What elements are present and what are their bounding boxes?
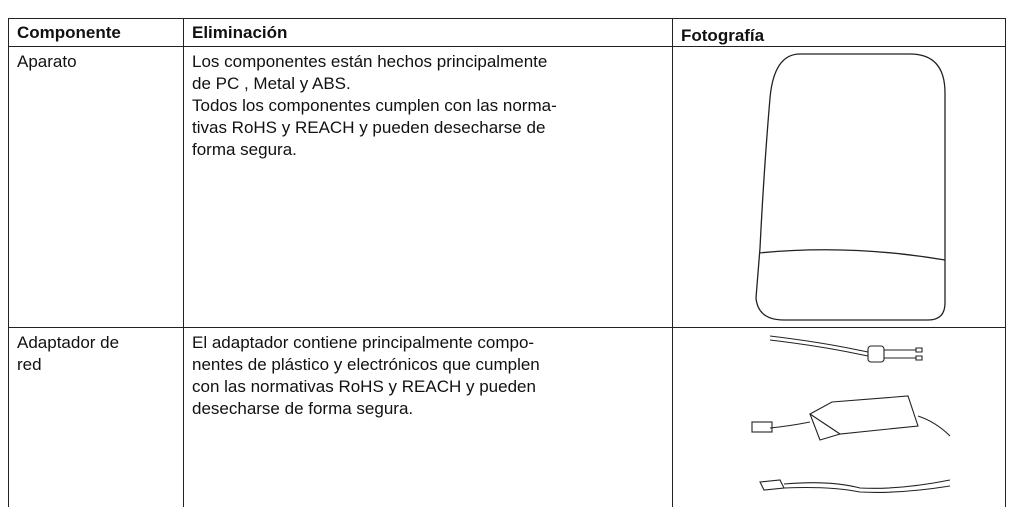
photo-cell bbox=[672, 327, 1006, 507]
cell-line: nentes de plástico y electrónicos que cu… bbox=[192, 355, 540, 374]
cell-line: Los componentes están hechos principalme… bbox=[192, 52, 548, 71]
cell-line: Adaptador de bbox=[17, 333, 120, 352]
cell-line: de PC , Metal y ABS. bbox=[192, 74, 351, 93]
cell-line: forma segura. bbox=[192, 140, 297, 159]
adapter-illustration bbox=[751, 335, 951, 493]
cell-line: desecharse de forma segura. bbox=[192, 399, 414, 418]
header-text: Componente bbox=[17, 23, 121, 42]
photo-cell bbox=[672, 46, 1006, 327]
cell-line: El adaptador contiene principalmente com… bbox=[192, 333, 535, 352]
cell-line: con las normativas RoHS y REACH y pueden bbox=[192, 377, 536, 396]
cell-line: Aparato bbox=[17, 52, 77, 71]
device-illustration bbox=[755, 53, 946, 321]
cell-line: tivas RoHS y REACH y pueden desecharse d… bbox=[192, 118, 546, 137]
cell-line: Todos los componentes cumplen con las no… bbox=[192, 96, 557, 115]
header-cell: Eliminación bbox=[183, 18, 672, 46]
cell: El adaptador contiene principalmente com… bbox=[183, 327, 672, 507]
header-cell: Fotografía bbox=[672, 18, 1006, 46]
header-cell: Componente bbox=[8, 18, 183, 46]
header-text: Eliminación bbox=[192, 23, 288, 42]
cell: Los componentes están hechos principalme… bbox=[183, 46, 672, 327]
header-text: Fotografía bbox=[681, 26, 765, 45]
cell: Aparato bbox=[8, 46, 183, 327]
cell: Adaptador de red bbox=[8, 327, 183, 507]
cell-line: red bbox=[17, 355, 42, 374]
